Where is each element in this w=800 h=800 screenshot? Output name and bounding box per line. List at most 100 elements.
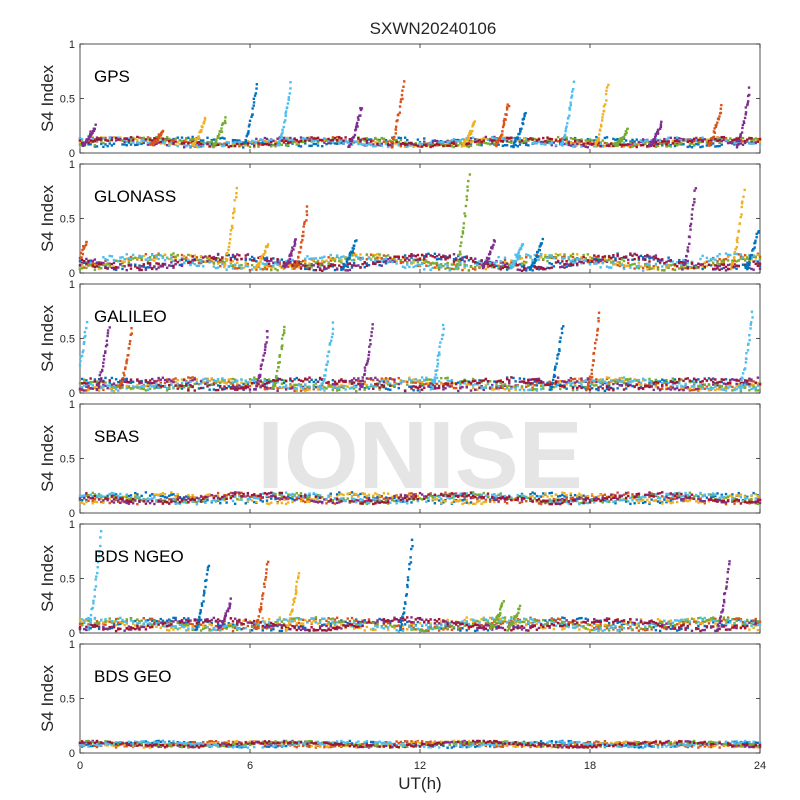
data-point xyxy=(236,141,239,144)
data-point xyxy=(448,268,451,272)
data-point xyxy=(170,264,173,268)
data-point xyxy=(467,145,471,149)
data-point xyxy=(614,257,617,260)
data-point xyxy=(582,253,585,257)
data-point xyxy=(508,263,511,266)
spike-point xyxy=(518,132,521,135)
data-point xyxy=(100,261,103,264)
data-point xyxy=(648,260,651,263)
data-point xyxy=(750,384,753,387)
data-point xyxy=(233,263,237,266)
data-point xyxy=(573,141,577,145)
data-point xyxy=(559,253,562,256)
spike-point xyxy=(541,237,544,241)
data-point xyxy=(270,138,273,141)
data-point xyxy=(669,143,672,147)
spike-point xyxy=(298,251,302,254)
data-point xyxy=(310,144,313,148)
data-point xyxy=(195,145,199,149)
data-point xyxy=(614,378,617,381)
data-point xyxy=(599,142,602,146)
data-point xyxy=(629,143,632,146)
data-point xyxy=(650,385,653,388)
data-point xyxy=(114,385,118,389)
data-point xyxy=(112,142,116,145)
data-point xyxy=(440,376,443,380)
data-point xyxy=(195,256,199,259)
data-point xyxy=(89,380,92,384)
data-point xyxy=(340,384,343,387)
data-point xyxy=(231,382,235,386)
data-point xyxy=(293,378,296,381)
data-point xyxy=(106,144,109,148)
data-point xyxy=(312,139,315,143)
spike-point xyxy=(719,107,723,110)
spike-point xyxy=(85,241,88,244)
spike-point xyxy=(290,249,294,252)
spike-point xyxy=(398,111,402,114)
spike-point xyxy=(300,241,303,244)
data-point xyxy=(372,384,375,388)
y-tick-label: 0.5 xyxy=(60,214,75,226)
data-point xyxy=(656,144,660,148)
data-point xyxy=(291,264,294,267)
data-point xyxy=(323,389,326,392)
data-point xyxy=(503,261,507,264)
data-point xyxy=(469,265,473,268)
data-point xyxy=(357,256,360,259)
spike-point xyxy=(353,244,356,247)
data-point xyxy=(168,141,171,145)
data-point xyxy=(661,381,664,385)
data-point xyxy=(176,144,179,148)
data-point xyxy=(752,383,755,387)
spike-point xyxy=(741,123,745,127)
data-point xyxy=(535,258,539,261)
spike-point xyxy=(566,116,570,120)
data-point xyxy=(512,385,515,388)
data-point xyxy=(83,266,86,269)
data-point xyxy=(189,138,192,141)
data-point xyxy=(429,254,432,257)
data-point xyxy=(522,262,526,265)
data-point xyxy=(146,136,150,140)
data-point xyxy=(548,262,551,265)
data-point xyxy=(614,138,617,141)
data-point xyxy=(212,388,216,391)
data-point xyxy=(272,143,275,147)
data-point xyxy=(465,264,468,267)
y-tick-label: 1 xyxy=(69,279,75,291)
data-point xyxy=(136,266,139,269)
spike-point xyxy=(193,140,197,144)
spike-point xyxy=(391,140,394,143)
data-point xyxy=(705,385,709,389)
spike-point xyxy=(605,99,608,102)
data-point xyxy=(535,266,539,269)
spike-point xyxy=(737,143,740,146)
data-point xyxy=(270,268,273,272)
data-point xyxy=(516,384,519,388)
data-point xyxy=(321,262,324,265)
data-point xyxy=(654,145,658,149)
spike-point xyxy=(258,261,261,265)
data-point xyxy=(654,254,658,257)
data-point xyxy=(153,380,156,383)
data-point xyxy=(548,254,551,257)
data-point xyxy=(155,262,158,265)
data-point xyxy=(338,139,341,142)
data-point xyxy=(314,257,318,260)
data-point xyxy=(78,143,82,146)
data-point xyxy=(726,386,730,389)
data-point xyxy=(669,136,672,139)
data-point xyxy=(410,254,413,257)
spike-point xyxy=(461,230,465,233)
data-point xyxy=(180,142,184,145)
data-point xyxy=(172,266,175,269)
data-point xyxy=(414,381,417,384)
spike-point xyxy=(202,122,205,125)
spike-point xyxy=(292,248,295,251)
data-point xyxy=(153,265,156,268)
data-point xyxy=(263,140,267,144)
data-point xyxy=(323,141,326,144)
data-point xyxy=(648,145,651,148)
data-point xyxy=(93,268,97,271)
